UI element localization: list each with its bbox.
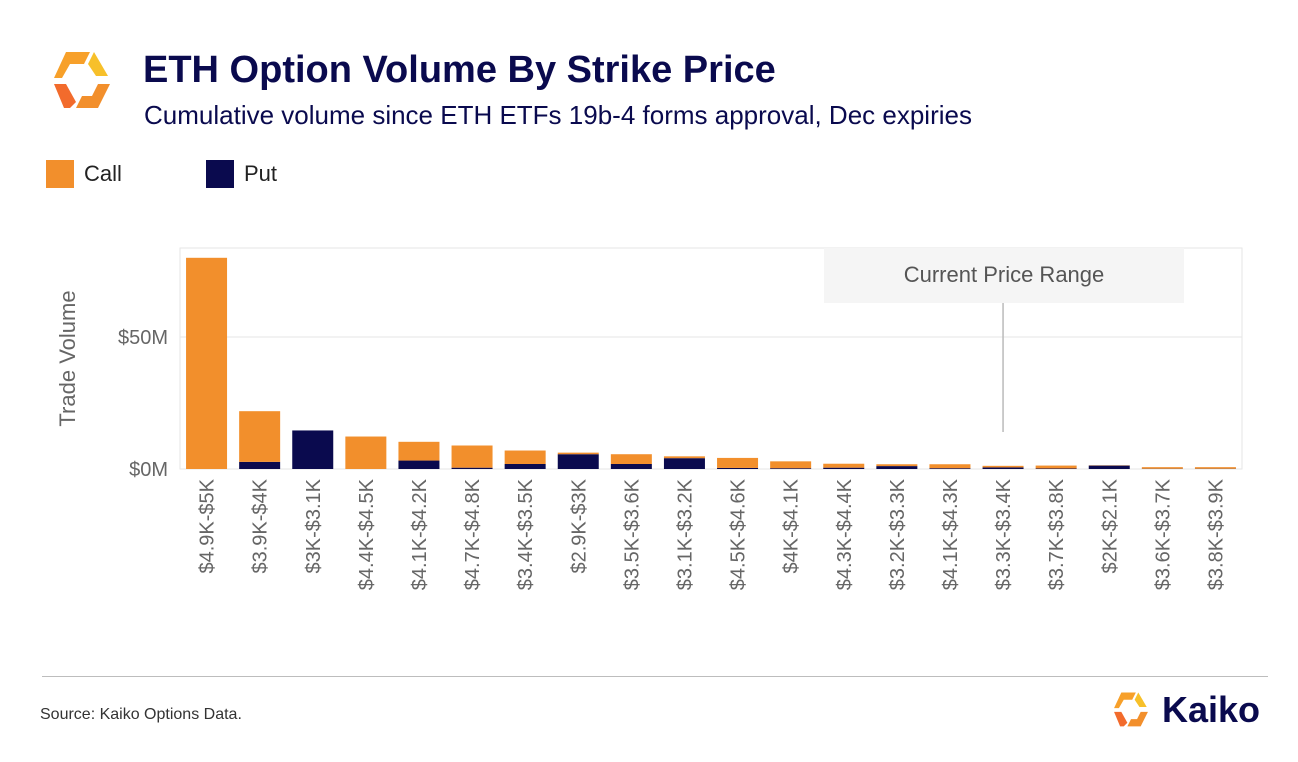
x-tick-label: $3.2K-$3.3K	[887, 478, 909, 590]
source-note: Source: Kaiko Options Data.	[40, 706, 242, 723]
bar-call-15	[982, 465, 1024, 468]
legend-label-put: Put	[244, 161, 278, 186]
x-tick-label: $3.7K-$3.8K	[1046, 478, 1068, 590]
bar-call-19	[1194, 467, 1236, 469]
x-tick-label: $3.1K-$3.2K	[674, 478, 696, 590]
bar-call-16	[1035, 465, 1077, 469]
bar-put-17	[1088, 465, 1130, 469]
bar-put-7	[557, 454, 599, 469]
x-tick-label: $4.3K-$4.4K	[834, 478, 856, 590]
bar-call-9	[663, 456, 705, 459]
bar-put-8	[610, 463, 652, 469]
legend-label-call: Call	[84, 161, 122, 186]
bar-put-16	[1035, 468, 1077, 469]
y-axis-title: Trade Volume	[55, 290, 80, 426]
x-tick-label: $3.6K-$3.7K	[1152, 478, 1174, 590]
bar-call-4	[398, 441, 440, 461]
x-tick-label: $4.9K-$5K	[197, 478, 219, 573]
bar-put-5	[451, 467, 493, 469]
x-tick-label: $3K-$3.1K	[303, 478, 325, 573]
annotation-box	[824, 248, 1184, 303]
x-tick-label: $2K-$2.1K	[1099, 478, 1121, 573]
bar-call-7	[557, 452, 599, 455]
legend-item-call: Call	[46, 160, 122, 188]
annotation-label: Current Price Range	[904, 262, 1105, 287]
bar-put-1	[239, 461, 281, 469]
bar-call-5	[451, 445, 493, 468]
kaiko-brand-icon	[1114, 692, 1148, 727]
x-tick-label: $3.5K-$3.6K	[621, 478, 643, 590]
bar-call-14	[929, 464, 971, 469]
page-title: ETH Option Volume By Strike Price	[143, 49, 776, 91]
x-tick-label: $4.1K-$4.3K	[940, 478, 962, 590]
bar-put-14	[929, 468, 971, 469]
kaiko-wordmark: Kaiko	[1162, 689, 1261, 730]
bar-call-8	[610, 454, 652, 464]
bar-chart: $0M $50M Trade Volume Current Price Range $4…	[55, 247, 1243, 590]
x-tick-label: $4.5K-$4.6K	[728, 478, 750, 590]
bar-put-12	[823, 467, 865, 469]
bar-put-9	[663, 458, 705, 469]
bar-call-11	[770, 461, 812, 469]
bar-put-15	[982, 467, 1024, 469]
x-tick-label: $3.9K-$4K	[250, 478, 272, 573]
x-tick-label: $3.3K-$3.4K	[993, 478, 1015, 590]
x-tick-label: $4.4K-$4.5K	[356, 478, 378, 590]
bar-put-11	[770, 468, 812, 469]
kaiko-brand: Kaiko	[1108, 688, 1278, 734]
y-tick-label: $0M	[129, 459, 168, 481]
legend-item-put: Put	[206, 160, 277, 188]
bar-call-10	[717, 457, 759, 468]
bar-call-12	[823, 463, 865, 468]
legend-swatch-put	[206, 160, 234, 188]
bar-put-13	[876, 466, 918, 469]
x-tick-label: $3.4K-$3.5K	[515, 478, 537, 590]
bar-call-1	[239, 411, 281, 462]
bar-call-3	[345, 436, 387, 469]
x-tick-label: $4.7K-$4.8K	[462, 478, 484, 590]
bar-put-4	[398, 460, 440, 469]
footer-divider	[42, 676, 1268, 677]
page-subtitle: Cumulative volume since ETH ETFs 19b-4 f…	[144, 100, 972, 130]
x-tick-label: $4K-$4.1K	[781, 478, 803, 573]
bar-call-18	[1141, 467, 1183, 469]
bar-put-10	[717, 467, 759, 469]
bar-call-13	[876, 464, 918, 467]
bar-put-6	[504, 463, 546, 469]
bar-call-6	[504, 450, 546, 464]
legend-swatch-call	[46, 160, 74, 188]
x-tick-label: $4.1K-$4.2K	[409, 478, 431, 590]
bar-put-2	[292, 430, 334, 469]
kaiko-logo-icon	[54, 52, 110, 108]
y-tick-label: $50M	[118, 327, 168, 349]
bar-call-0	[186, 257, 228, 469]
x-tick-label: $3.8K-$3.9K	[1205, 478, 1227, 590]
x-tick-label: $2.9K-$3K	[568, 478, 590, 573]
